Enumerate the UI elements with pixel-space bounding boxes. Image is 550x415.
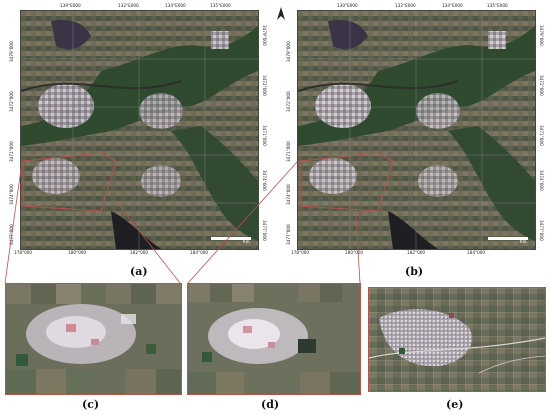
- zoom-inset-e: [368, 287, 546, 392]
- top-tick-a-1: 132°E000: [118, 3, 139, 8]
- scale-label-b: Km: [520, 239, 527, 244]
- left-tick-b-1: 3472°000: [286, 91, 291, 112]
- bottom-tick-a-1: 180°000: [68, 250, 87, 255]
- top-tick-a-0: 139°E000: [60, 3, 81, 8]
- bottom-tick-b-1: 180°000: [345, 250, 364, 255]
- right-tick-a-1: 3472°000: [262, 75, 267, 96]
- map-panel-b: 130°E000 132°E000 134°E000 135°E000 178°…: [275, 0, 550, 280]
- right-tick-a-0: 3479°000: [262, 25, 267, 46]
- right-tick-a-3: 3474°000: [262, 170, 267, 191]
- left-tick-b-0: 3479°000: [286, 41, 291, 62]
- map-panel-a: 139°E000 132°E000 134°E000 135°E000 178°…: [0, 0, 275, 280]
- top-tick-b-0: 130°E000: [337, 3, 358, 8]
- inset-imagery-d: [188, 284, 360, 394]
- right-tick-b-4: 3477°000: [539, 220, 544, 241]
- left-tick-a-1: 3472°000: [9, 91, 14, 112]
- right-tick-b-0: 3479°000: [539, 25, 544, 46]
- zoom-inset-c: [5, 283, 182, 395]
- satellite-map-a: [20, 10, 259, 250]
- top-tick-b-2: 134°E000: [442, 3, 463, 8]
- left-tick-a-4: 3477°000: [9, 224, 14, 245]
- caption-a: (a): [130, 265, 148, 278]
- zoom-inset-d: [187, 283, 361, 395]
- left-tick-a-2: 3471°000: [9, 141, 14, 162]
- right-tick-b-2: 3471°000: [539, 125, 544, 146]
- bottom-tick-b-0: 178°000: [291, 250, 310, 255]
- top-tick-b-3: 135°E000: [487, 3, 508, 8]
- left-tick-a-3: 3474°000: [9, 184, 14, 205]
- right-tick-a-4: 3477°000: [262, 220, 267, 241]
- caption-e: (e): [446, 398, 464, 411]
- right-tick-a-2: 3471°000: [262, 125, 267, 146]
- left-tick-a-0: 3479°000: [9, 41, 14, 62]
- bottom-tick-b-2: 182°000: [407, 250, 426, 255]
- map-imagery-b: [298, 11, 535, 249]
- top-tick-b-1: 132°E000: [395, 3, 416, 8]
- bottom-tick-a-3: 184°000: [190, 250, 209, 255]
- left-tick-b-4: 3477°000: [286, 224, 291, 245]
- inset-imagery-e: [369, 288, 545, 391]
- top-tick-a-3: 135°E000: [210, 3, 231, 8]
- right-tick-b-3: 3474°000: [539, 170, 544, 191]
- caption-b: (b): [405, 265, 424, 278]
- caption-d: (d): [261, 398, 280, 411]
- satellite-map-b: [297, 10, 536, 250]
- scale-label-a: Km: [243, 239, 250, 244]
- inset-imagery-c: [6, 284, 181, 394]
- map-imagery-a: [21, 11, 258, 249]
- bottom-tick-a-0: 178°000: [14, 250, 33, 255]
- bottom-tick-a-2: 182°000: [130, 250, 149, 255]
- left-tick-b-2: 3471°000: [286, 141, 291, 162]
- north-arrow-icon: [277, 7, 285, 20]
- top-tick-a-2: 134°E000: [165, 3, 186, 8]
- left-tick-b-3: 3474°000: [286, 184, 291, 205]
- bottom-tick-b-3: 184°000: [467, 250, 486, 255]
- scale-bar-b: [488, 237, 528, 240]
- caption-c: (c): [82, 398, 100, 411]
- right-tick-b-1: 3472°000: [539, 75, 544, 96]
